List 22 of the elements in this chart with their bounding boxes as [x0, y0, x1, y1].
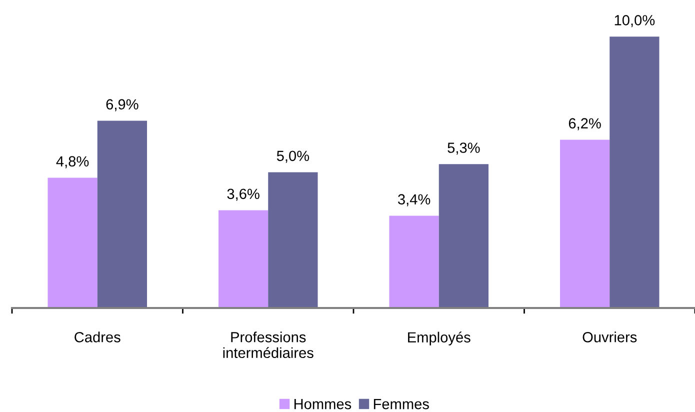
data-label: 5,3% [448, 142, 480, 155]
data-label: 3,4% [398, 194, 430, 206]
data-label: 3,6% [227, 188, 260, 201]
bar [97, 120, 148, 308]
bar [560, 140, 610, 308]
data-label: 6,2% [568, 118, 601, 130]
data-label: 6,9% [106, 99, 138, 112]
data-label: 10,0% [614, 15, 655, 28]
x-tick-label: Professions intermédiaires [223, 332, 314, 358]
bar [218, 210, 268, 308]
legend-label: Femmes [374, 399, 429, 410]
data-label: 4,8% [56, 156, 89, 168]
bar [610, 36, 660, 308]
bar [268, 172, 318, 308]
x-tick-label: Cadres [74, 332, 120, 342]
bar [48, 178, 98, 308]
bar [438, 164, 489, 308]
data-label: 5,0% [276, 150, 310, 163]
bar [389, 216, 439, 308]
x-tick-label: Ouvriers [582, 332, 637, 342]
x-tick-label: Employés [408, 332, 470, 346]
legend-label: Hommes [294, 399, 352, 410]
